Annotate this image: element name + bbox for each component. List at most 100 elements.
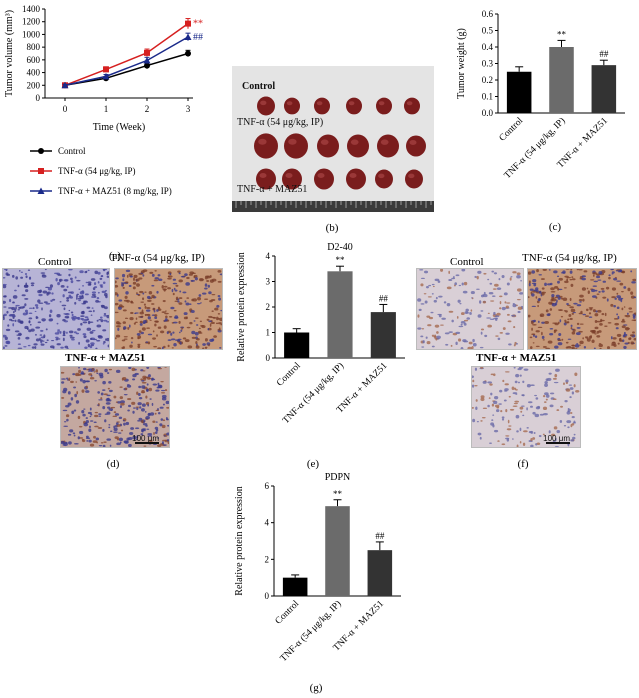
micrograph-nucleus — [154, 320, 159, 323]
micrograph-nucleus — [41, 307, 43, 311]
micrograph-nucleus — [14, 308, 17, 312]
micrograph-nucleus — [593, 274, 595, 277]
micrograph-nucleus — [189, 303, 192, 305]
micrograph-nucleus — [151, 273, 155, 277]
micrograph-nucleus — [512, 303, 517, 308]
micrograph-nucleus — [15, 304, 20, 307]
micrograph-nucleus — [74, 301, 77, 305]
micrograph-nucleus — [185, 282, 190, 286]
micrograph-nucleus — [60, 285, 65, 288]
tumor-sample — [347, 134, 369, 158]
micrograph-nucleus — [208, 291, 212, 295]
micrograph-nucleus — [551, 298, 557, 302]
micrograph-nucleus — [167, 441, 169, 445]
micrograph-nucleus — [90, 413, 93, 416]
chart-a-series-line-2 — [64, 36, 189, 87]
micrograph-nucleus — [541, 335, 545, 340]
micrograph-nucleus — [16, 334, 19, 336]
micrograph-nucleus — [76, 296, 78, 300]
micrograph-nucleus — [537, 298, 541, 302]
micrograph-nucleus — [161, 441, 164, 445]
micrograph-nucleus — [480, 397, 485, 402]
micrograph-nucleus — [508, 425, 512, 427]
micrograph-nucleus — [623, 333, 628, 337]
micro-f-cap-tnf: TNF-α (54 μg/kg, IP) — [522, 252, 617, 264]
micrograph-nucleus — [6, 273, 10, 276]
micrograph-nucleus — [476, 275, 479, 280]
micrograph-nucleus — [491, 270, 495, 273]
micrograph-nucleus — [17, 347, 23, 349]
micrograph-nucleus — [458, 284, 462, 287]
chart-g-title: PDPN — [325, 472, 351, 483]
micrograph-nucleus — [576, 269, 579, 271]
micrograph-nucleus — [207, 328, 210, 331]
micrograph-nucleus — [8, 318, 13, 321]
micrograph-nucleus — [42, 340, 45, 342]
micrograph-nucleus — [630, 270, 633, 273]
micrograph-nucleus — [480, 395, 485, 399]
micrograph-nucleus — [189, 321, 193, 325]
micrograph-nucleus — [472, 338, 475, 343]
chart-a-annotation: ## — [193, 32, 203, 43]
micrograph-nucleus — [145, 309, 151, 312]
micrograph-nucleus — [3, 346, 6, 349]
tumor-highlight — [380, 139, 389, 145]
micrograph-nucleus — [528, 296, 530, 299]
micrograph-nucleus — [217, 313, 221, 315]
micrograph-nucleus — [74, 276, 77, 279]
micrograph-nucleus — [142, 297, 145, 301]
micrograph-nucleus — [138, 385, 142, 389]
micrograph-nucleus — [28, 276, 32, 280]
micrograph-nucleus — [177, 338, 182, 341]
micrograph-nucleus — [28, 312, 33, 314]
micrograph-nucleus — [530, 320, 534, 325]
micrograph-nucleus — [611, 287, 617, 291]
micrograph-nucleus — [66, 418, 69, 422]
micrograph-nucleus — [505, 435, 510, 437]
chart-a-legend-marker — [37, 187, 45, 194]
micrograph-nucleus — [522, 414, 525, 417]
micrograph-nucleus — [44, 269, 47, 271]
chart-c-tumor-weight: 0.0 0.1 0.2 0.3 0.4 0.5 0.6 Tumor weight (g) Con… — [456, 9, 625, 181]
micrograph-nucleus — [17, 343, 22, 346]
micrograph-nucleus — [430, 311, 434, 314]
micrograph-nucleus — [81, 409, 85, 414]
micrograph-nucleus — [183, 312, 188, 315]
micrograph-nucleus — [432, 285, 435, 288]
micrograph-nucleus — [448, 331, 453, 333]
micrograph-nucleus — [592, 272, 597, 275]
micrograph-nucleus — [564, 280, 569, 284]
micrograph-nucleus — [555, 368, 560, 372]
micrograph-nucleus — [598, 343, 603, 348]
micrograph-nucleus — [56, 314, 61, 318]
micrograph-nucleus — [91, 293, 96, 296]
micrograph-nucleus — [180, 275, 186, 278]
micrograph-nucleus — [220, 309, 222, 312]
micrograph-nucleus — [138, 277, 143, 280]
micrograph-nucleus — [160, 330, 165, 334]
micrograph-nucleus — [529, 346, 533, 349]
micrograph-nucleus — [569, 306, 574, 309]
micrograph-nucleus — [490, 373, 494, 376]
micrograph-nucleus — [15, 276, 18, 280]
micrograph-nucleus — [122, 346, 125, 348]
micrograph-nucleus — [102, 444, 106, 447]
micrograph-nucleus — [75, 374, 78, 376]
micrograph-nucleus — [204, 298, 209, 300]
micrograph-nucleus — [427, 324, 432, 327]
micrograph-nucleus — [532, 342, 535, 344]
micrograph-nucleus — [100, 284, 103, 288]
tumor-highlight — [408, 173, 415, 179]
micrograph-nucleus — [560, 297, 564, 300]
micrograph-nucleus — [85, 390, 90, 393]
micrograph-nucleus — [85, 339, 90, 343]
micrograph-nucleus — [88, 368, 93, 371]
micrograph-nucleus — [67, 433, 72, 436]
tumor-highlight — [320, 139, 329, 145]
chart-a-xtick-label: 0 — [63, 104, 68, 114]
micrograph-nucleus — [91, 329, 96, 332]
micrograph-nucleus — [440, 324, 444, 326]
micrograph-nucleus — [569, 317, 573, 321]
micrograph-nucleus — [12, 323, 15, 327]
micrograph-nucleus — [115, 311, 119, 314]
